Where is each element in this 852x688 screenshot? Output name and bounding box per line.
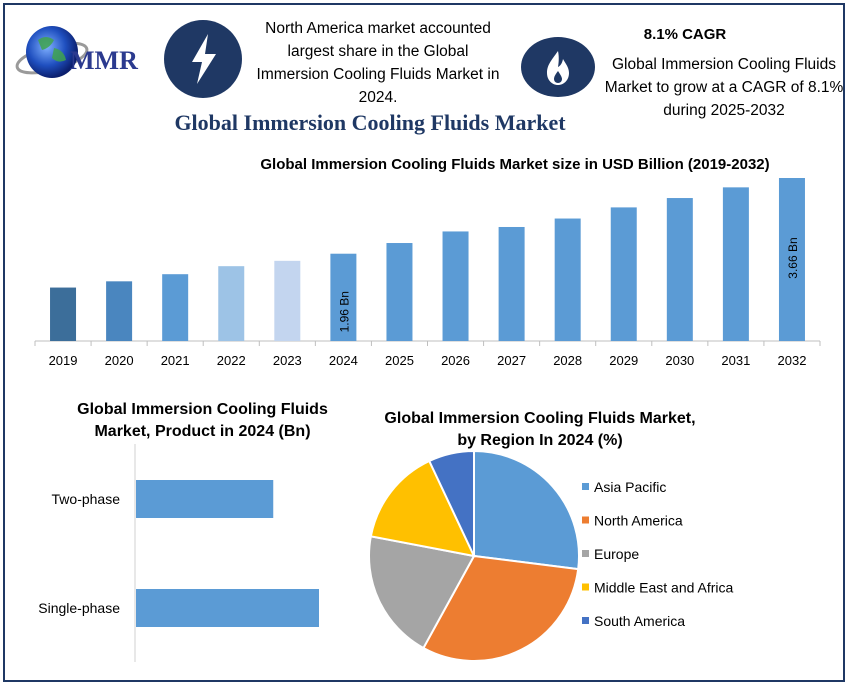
bar-2025 [386,243,413,341]
north-america-info: North America market accounted largest s… [256,20,500,106]
x-tick-label: 2022 [217,353,246,368]
bar-two-phase [136,480,274,518]
x-tick-label: 2024 [329,353,358,368]
x-tick-label: 2030 [665,353,694,368]
data-label-2024: 1.96 Bn [337,291,351,332]
cagr-title: 8.1% CAGR [643,26,727,43]
legend-swatch [582,483,589,490]
x-tick-label: 2019 [49,353,78,368]
bar-2026 [442,231,469,341]
legend-swatch [582,617,589,624]
bar-2022 [218,266,245,341]
bar-2024 [330,253,357,341]
x-tick-label: 2023 [273,353,302,368]
page-frame [3,3,845,682]
x-tick-label: 2026 [441,353,470,368]
category-label: Single-phase [38,600,120,616]
slice-europe [368,535,476,650]
x-tick-label: 2021 [161,353,190,368]
x-tick-label: 2025 [385,353,414,368]
bar-2019 [50,287,77,341]
x-tick-label: 2032 [778,353,807,368]
bar-2028 [554,218,581,341]
x-tick-label: 2029 [609,353,638,368]
flame-icon [521,37,595,97]
bar-2027 [498,226,525,341]
bar-single-phase [136,589,319,627]
category-label: Two-phase [52,491,121,507]
data-label-2032: 3.66 Bn [786,237,800,278]
legend-label: South America [594,613,685,629]
product-chart-title: Global Immersion Cooling Fluids Market, … [77,401,328,440]
slice-north-america [422,554,580,662]
slice-south-america [427,449,475,557]
bar-2031 [722,187,749,341]
logo-text: MMR [70,46,138,75]
legend-swatch [582,516,589,524]
legend-label: Middle East and Africa [594,580,734,596]
x-tick-label: 2020 [105,353,134,368]
bar-2029 [610,207,637,341]
x-tick-label: 2027 [497,353,526,368]
globe-icon [15,26,89,78]
bar-2030 [666,198,693,341]
x-tick-label: 2031 [721,353,750,368]
bar-2020 [106,281,133,341]
main-title: Global Immersion Cooling Fluids Market [174,110,566,135]
slice-middle-east-and-africa [369,459,476,558]
region-chart-title: Global Immersion Cooling Fluids Market, … [384,410,696,449]
legend-label: Europe [594,546,639,562]
x-tick-label: 2028 [553,353,582,368]
slice-asia-pacific [473,449,580,571]
legend-swatch [582,550,589,557]
cagr-info: Global Immersion Cooling Fluids Market t… [604,56,844,119]
legend-swatch [582,583,589,591]
bar-chart-title: Global Immersion Cooling Fluids Market s… [260,156,770,173]
legend-label: North America [594,513,683,529]
legend-label: Asia Pacific [594,479,666,495]
lightning-bolt-icon [164,20,242,98]
bar-2023 [274,260,301,341]
bar-2021 [162,274,189,341]
bar-2032 [778,178,805,341]
